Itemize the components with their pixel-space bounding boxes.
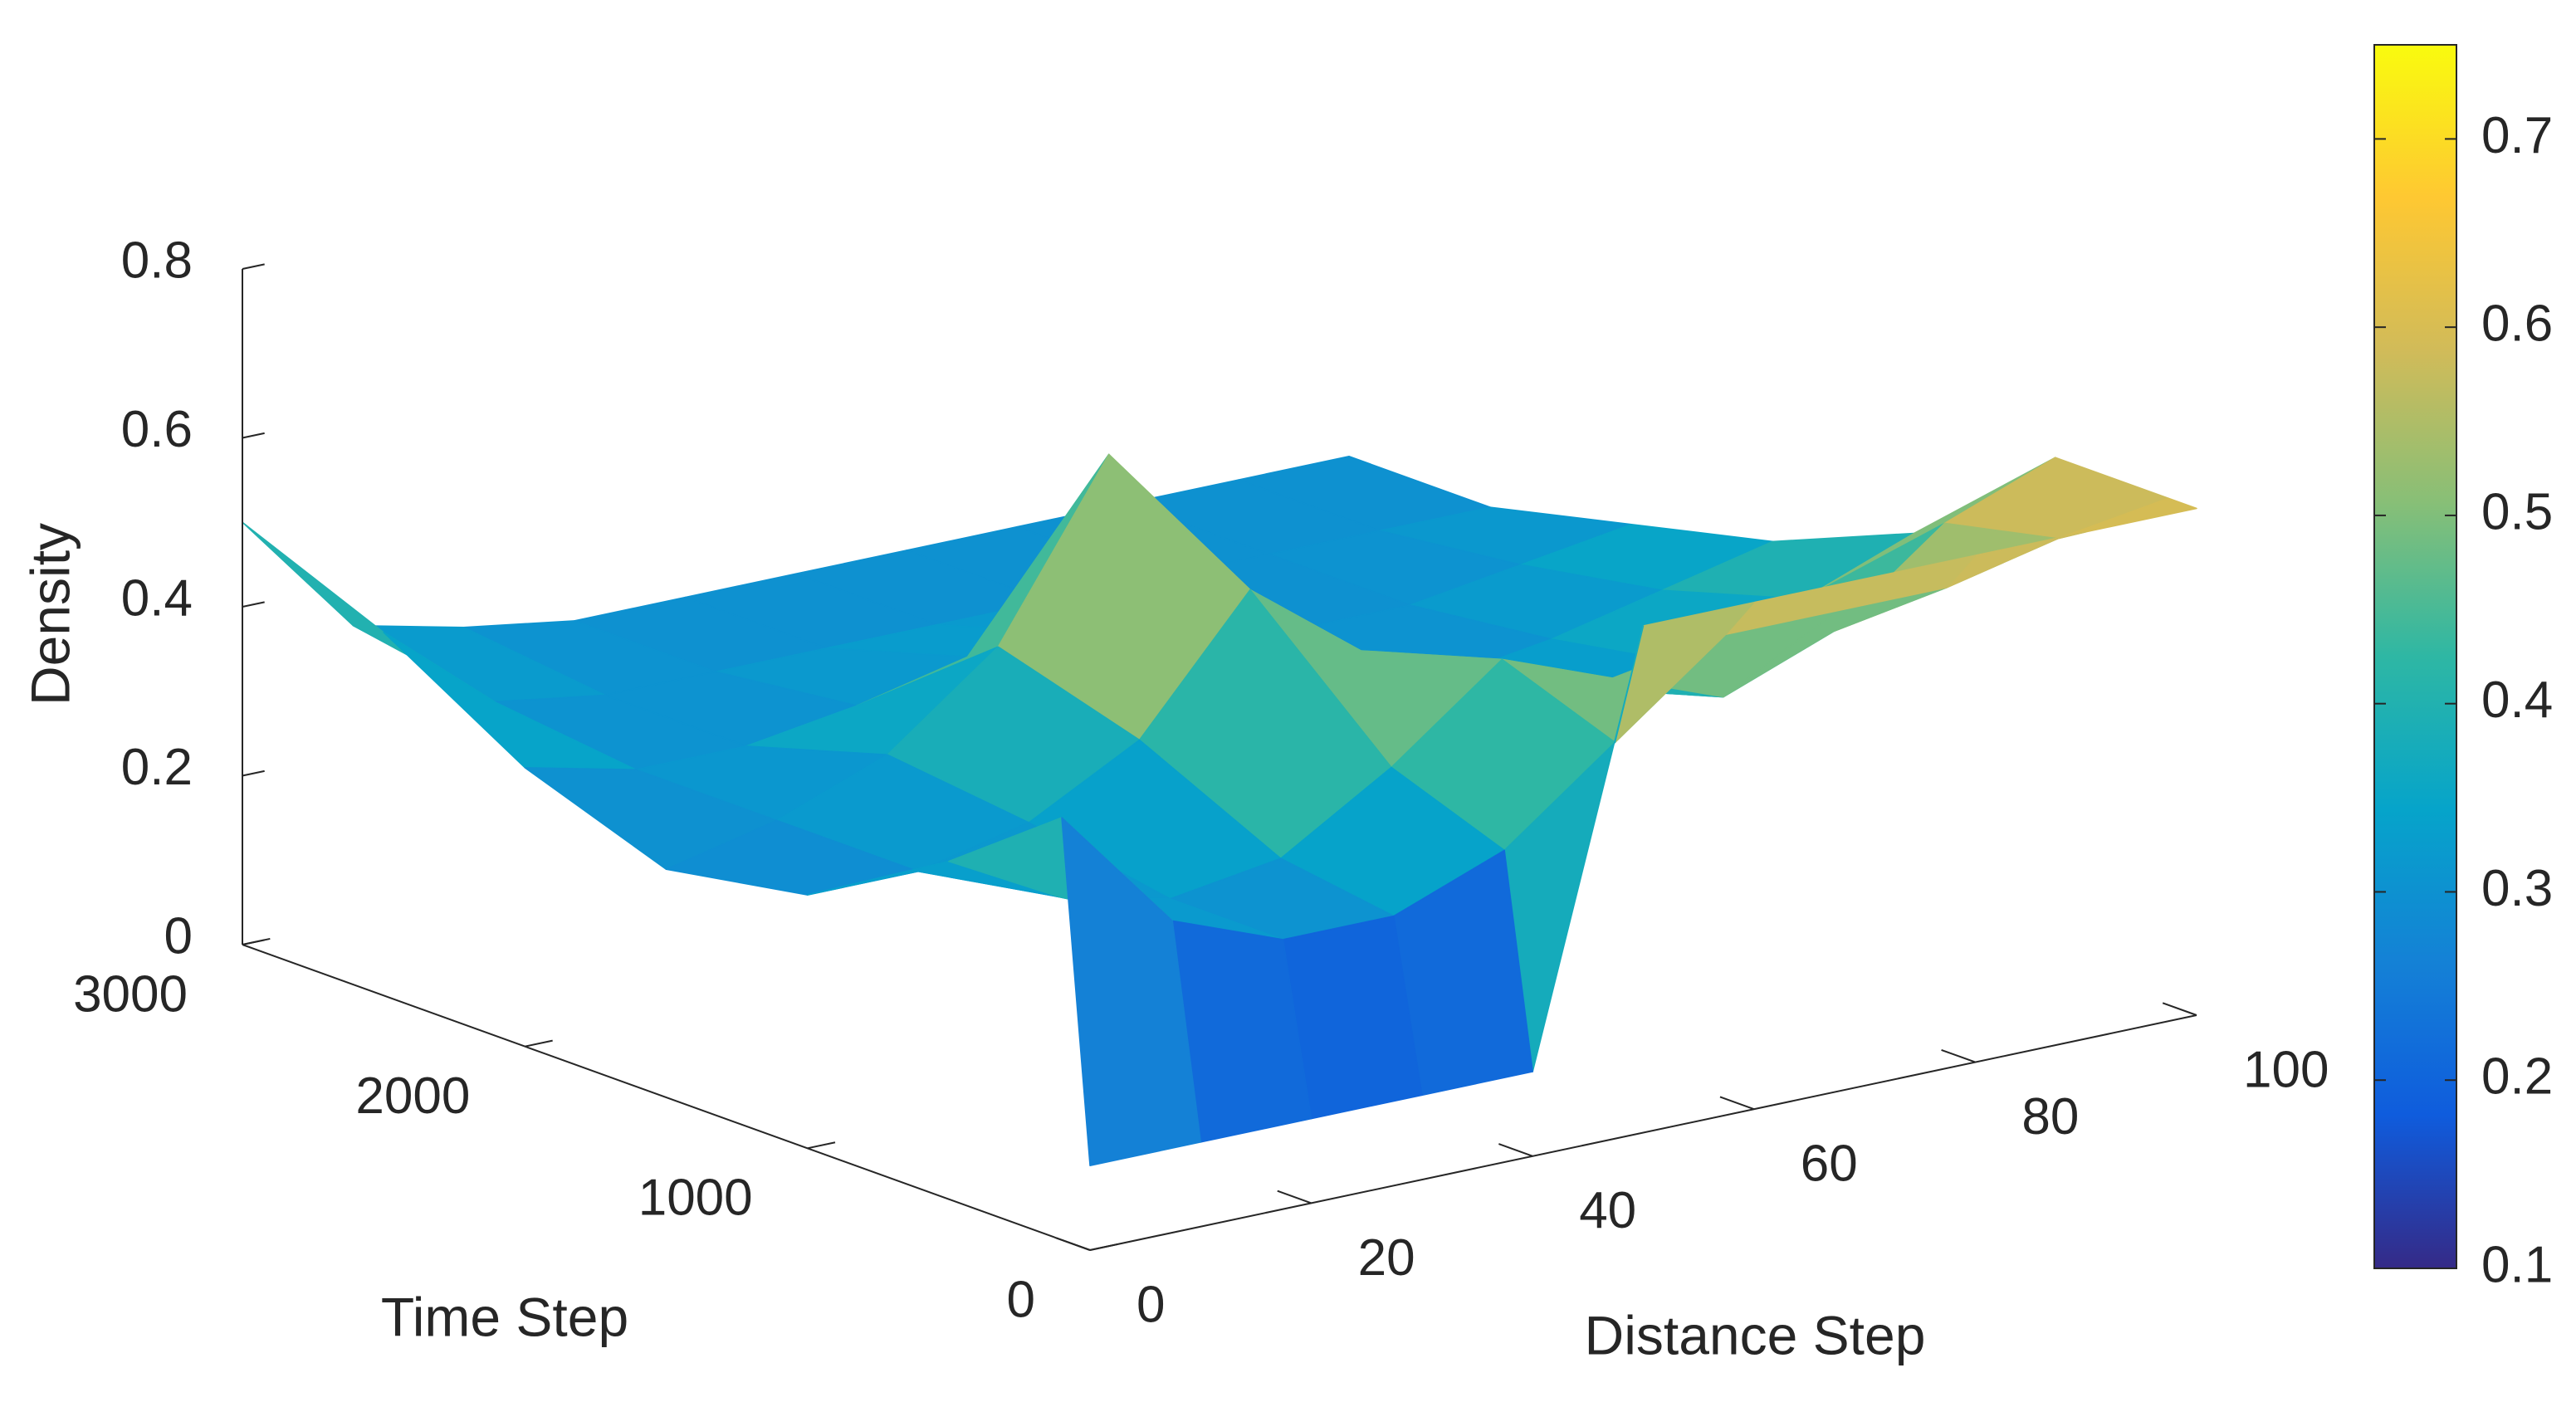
surface-patch	[1061, 817, 1202, 1166]
colorbar-tick-label: 0.5	[2481, 483, 2553, 540]
y-axis-label: Time Step	[381, 1286, 628, 1347]
x-tick	[1498, 1143, 1533, 1157]
x-tick-label: 40	[1579, 1182, 1636, 1239]
x-tick-label: 60	[1801, 1136, 1858, 1193]
z-tick-label: 0	[164, 907, 193, 965]
x-tick-label: 20	[1358, 1229, 1415, 1287]
y-tick	[807, 1141, 836, 1150]
colorbar-tick-label: 0.7	[2481, 107, 2553, 164]
z-axis-label: Density	[19, 523, 81, 706]
colorbar	[2373, 44, 2457, 1269]
z-tick-label: 0.4	[121, 569, 193, 627]
y-tick-label: 3000	[73, 965, 188, 1023]
y-tick-label: 1000	[638, 1170, 753, 1227]
x-tick-label: 80	[2021, 1088, 2079, 1146]
colorbar-tick-label: 0.3	[2481, 860, 2553, 917]
colorbar-tick-label: 0.1	[2481, 1236, 2553, 1293]
surface	[242, 453, 2197, 1166]
colorbar-tick-label: 0.4	[2481, 672, 2553, 729]
z-tick-label: 0.2	[121, 739, 193, 796]
x-tick-label: 100	[2243, 1041, 2329, 1098]
z-tick	[242, 263, 265, 270]
y-axis-line	[242, 944, 1091, 1251]
x-tick	[1719, 1096, 1755, 1111]
z-tick	[242, 432, 265, 439]
z-tick	[242, 939, 265, 945]
x-tick	[2162, 1002, 2197, 1016]
x-tick	[1941, 1048, 1976, 1063]
x-axis-line	[1089, 1014, 2197, 1251]
surface-patch	[1943, 457, 2169, 540]
y-tick-label: 2000	[355, 1067, 470, 1125]
x-tick	[1277, 1190, 1312, 1204]
z-tick-label: 0.8	[121, 232, 193, 289]
colorbar-tick-label: 0.6	[2481, 296, 2553, 353]
y-tick	[1089, 1243, 1118, 1251]
x-tick-label: 0	[1136, 1276, 1165, 1333]
z-tick-label: 0.6	[121, 401, 193, 458]
colorbar-tick-label: 0.2	[2481, 1048, 2553, 1106]
z-tick	[242, 601, 265, 608]
y-tick	[525, 1039, 553, 1048]
z-tick	[242, 769, 265, 777]
x-tick	[1055, 1237, 1091, 1251]
x-axis-label: Distance Step	[1585, 1304, 1926, 1365]
y-tick-label: 0	[1007, 1271, 1035, 1328]
